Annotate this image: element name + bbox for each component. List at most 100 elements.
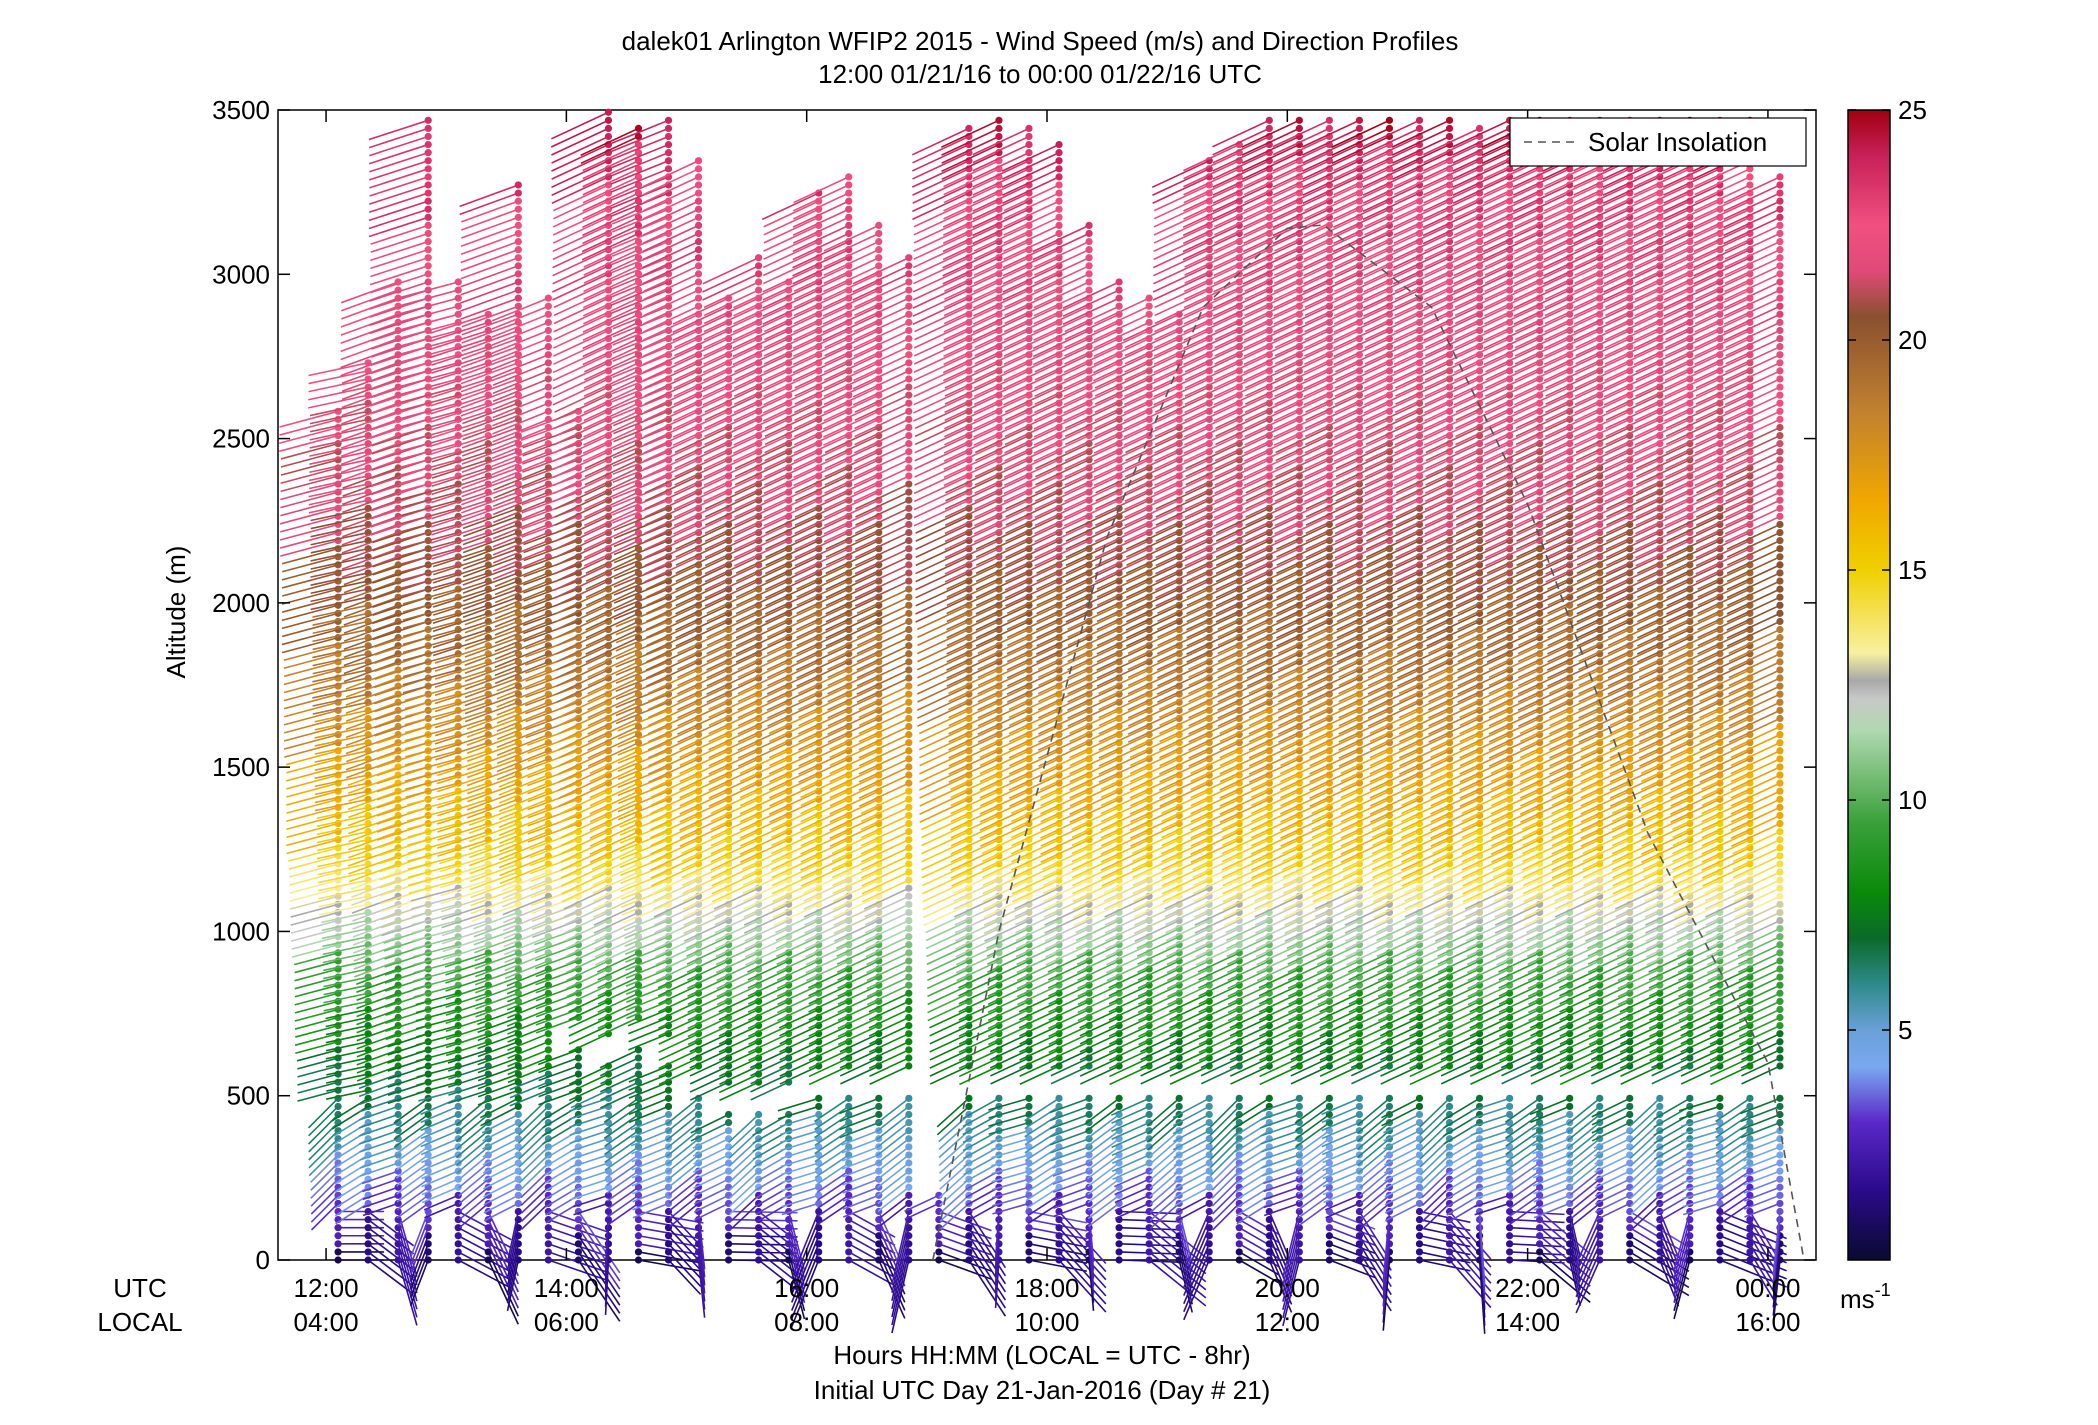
wind-barb-shaft [308,467,369,482]
wind-barb-point [905,617,913,626]
wind-barb-point [905,537,913,545]
wind-barb-shaft [281,612,339,630]
wind-barb-shaft [317,863,369,876]
wind-barb-point [905,1135,913,1143]
wind-barb-point [424,278,432,286]
wind-barb-point [845,1256,853,1264]
wind-barb-shaft [317,822,369,836]
wind-barb-point [514,1199,522,1208]
wind-barb-shaft [280,442,339,460]
wind-barb-shaft [280,515,339,533]
wind-barb-shaft [312,693,369,707]
wind-barb-point [664,157,673,165]
wind-barb-shaft [291,935,339,950]
wind-barb-shaft [283,653,339,670]
wind-barb-point [845,1232,853,1240]
wind-barb-point [634,1062,643,1070]
wind-barb-shaft [370,248,429,270]
wind-barb-shaft [286,822,339,839]
wind-barb-point [755,254,763,262]
wind-barb-point [905,480,913,488]
wind-barb-shaft [343,620,399,642]
wind-barb-shaft [341,547,399,570]
wind-barb-shaft [340,450,399,474]
wind-barb-shaft [340,305,399,328]
wind-barb-shaft [310,523,369,538]
wind-barb-point [905,973,913,981]
wind-barb-shaft [308,394,369,409]
wind-barb-shaft [369,281,429,302]
wind-barb-point [514,1191,522,1199]
wind-barb-shaft [280,491,339,509]
wind-barb-point [664,1256,673,1264]
wind-barb-point [334,1240,342,1248]
wind-barb-shaft [345,725,399,747]
wind-barb-shaft [359,1121,399,1137]
wind-barb-point [905,423,913,432]
wind-barb-shaft [281,556,339,573]
wind-barb-shaft [312,701,369,715]
wind-barb-shaft [356,1000,399,1018]
wind-barb-point [664,1248,673,1256]
wind-barb-point [845,181,853,189]
chart-titles: dalek01 Arlington WFIP2 2015 - Wind Spee… [622,26,1459,89]
wind-barb-shaft [409,1243,429,1290]
wind-barb-point [544,1240,552,1248]
wind-barb-point [544,1256,552,1264]
wind-barb-point [905,375,913,383]
wind-barb-shaft [323,984,369,996]
wind-barb-point [724,1110,733,1119]
wind-barb-shaft [343,653,399,675]
wind-barb-shaft [396,1154,429,1179]
wind-barb-shaft [280,539,339,557]
wind-barb-shaft [314,766,369,780]
wind-barb-point [905,852,913,860]
wind-barb-point [544,359,552,367]
wind-barb-point [905,520,913,529]
wind-barb-shaft [295,1024,339,1038]
wind-barb-shaft [322,943,369,956]
wind-barb-point [905,828,913,836]
wind-barb-point [724,1167,733,1175]
wind-barb-point [905,795,913,803]
wind-barb-shaft [340,337,399,361]
wind-barb-shaft [317,871,369,884]
wind-barb-point [905,625,913,634]
wind-barb-shaft [308,1105,339,1137]
wind-barb-point [424,116,432,124]
wind-barb-shaft [343,604,399,626]
wind-barb-point [905,763,913,771]
wind-barb-point [905,577,913,585]
wind-barb-shaft [319,903,369,916]
wind-barb-shaft [345,717,399,739]
wind-barb-shaft [280,499,339,517]
wind-barb-point [875,221,883,229]
wind-barb-shaft [297,1073,339,1086]
wind-barb-shaft [409,1235,429,1282]
wind-barb-shaft [316,830,369,844]
wind-barb-shaft [343,636,399,659]
wind-barb-point [905,1127,913,1135]
wind-barb-point [424,165,432,173]
wind-barb-shaft [323,1000,369,1012]
wind-barb-shaft [356,1041,399,1058]
wind-barb-point [544,334,552,343]
wind-barb-point [905,1038,913,1046]
wind-barb-shaft [396,1178,429,1203]
wind-barb-point [905,464,913,472]
wind-barb-shaft [312,612,369,626]
wind-barb-shaft [358,1097,399,1113]
wind-barb-shaft [312,685,369,699]
wind-barb-shaft [281,596,339,613]
wind-barb-point [364,1224,372,1232]
wind-barb-point [905,1159,913,1167]
wind-barb-point [905,892,913,900]
wind-barb-point [905,811,913,820]
wind-barb-shaft [294,976,339,990]
wind-barb-shaft [362,1186,399,1201]
wind-barb-shaft [395,1138,429,1163]
wind-barb-point [544,294,552,302]
wind-barb-shaft [345,709,399,731]
wind-barb-shaft [309,426,369,441]
wind-barb-shaft [309,442,369,457]
